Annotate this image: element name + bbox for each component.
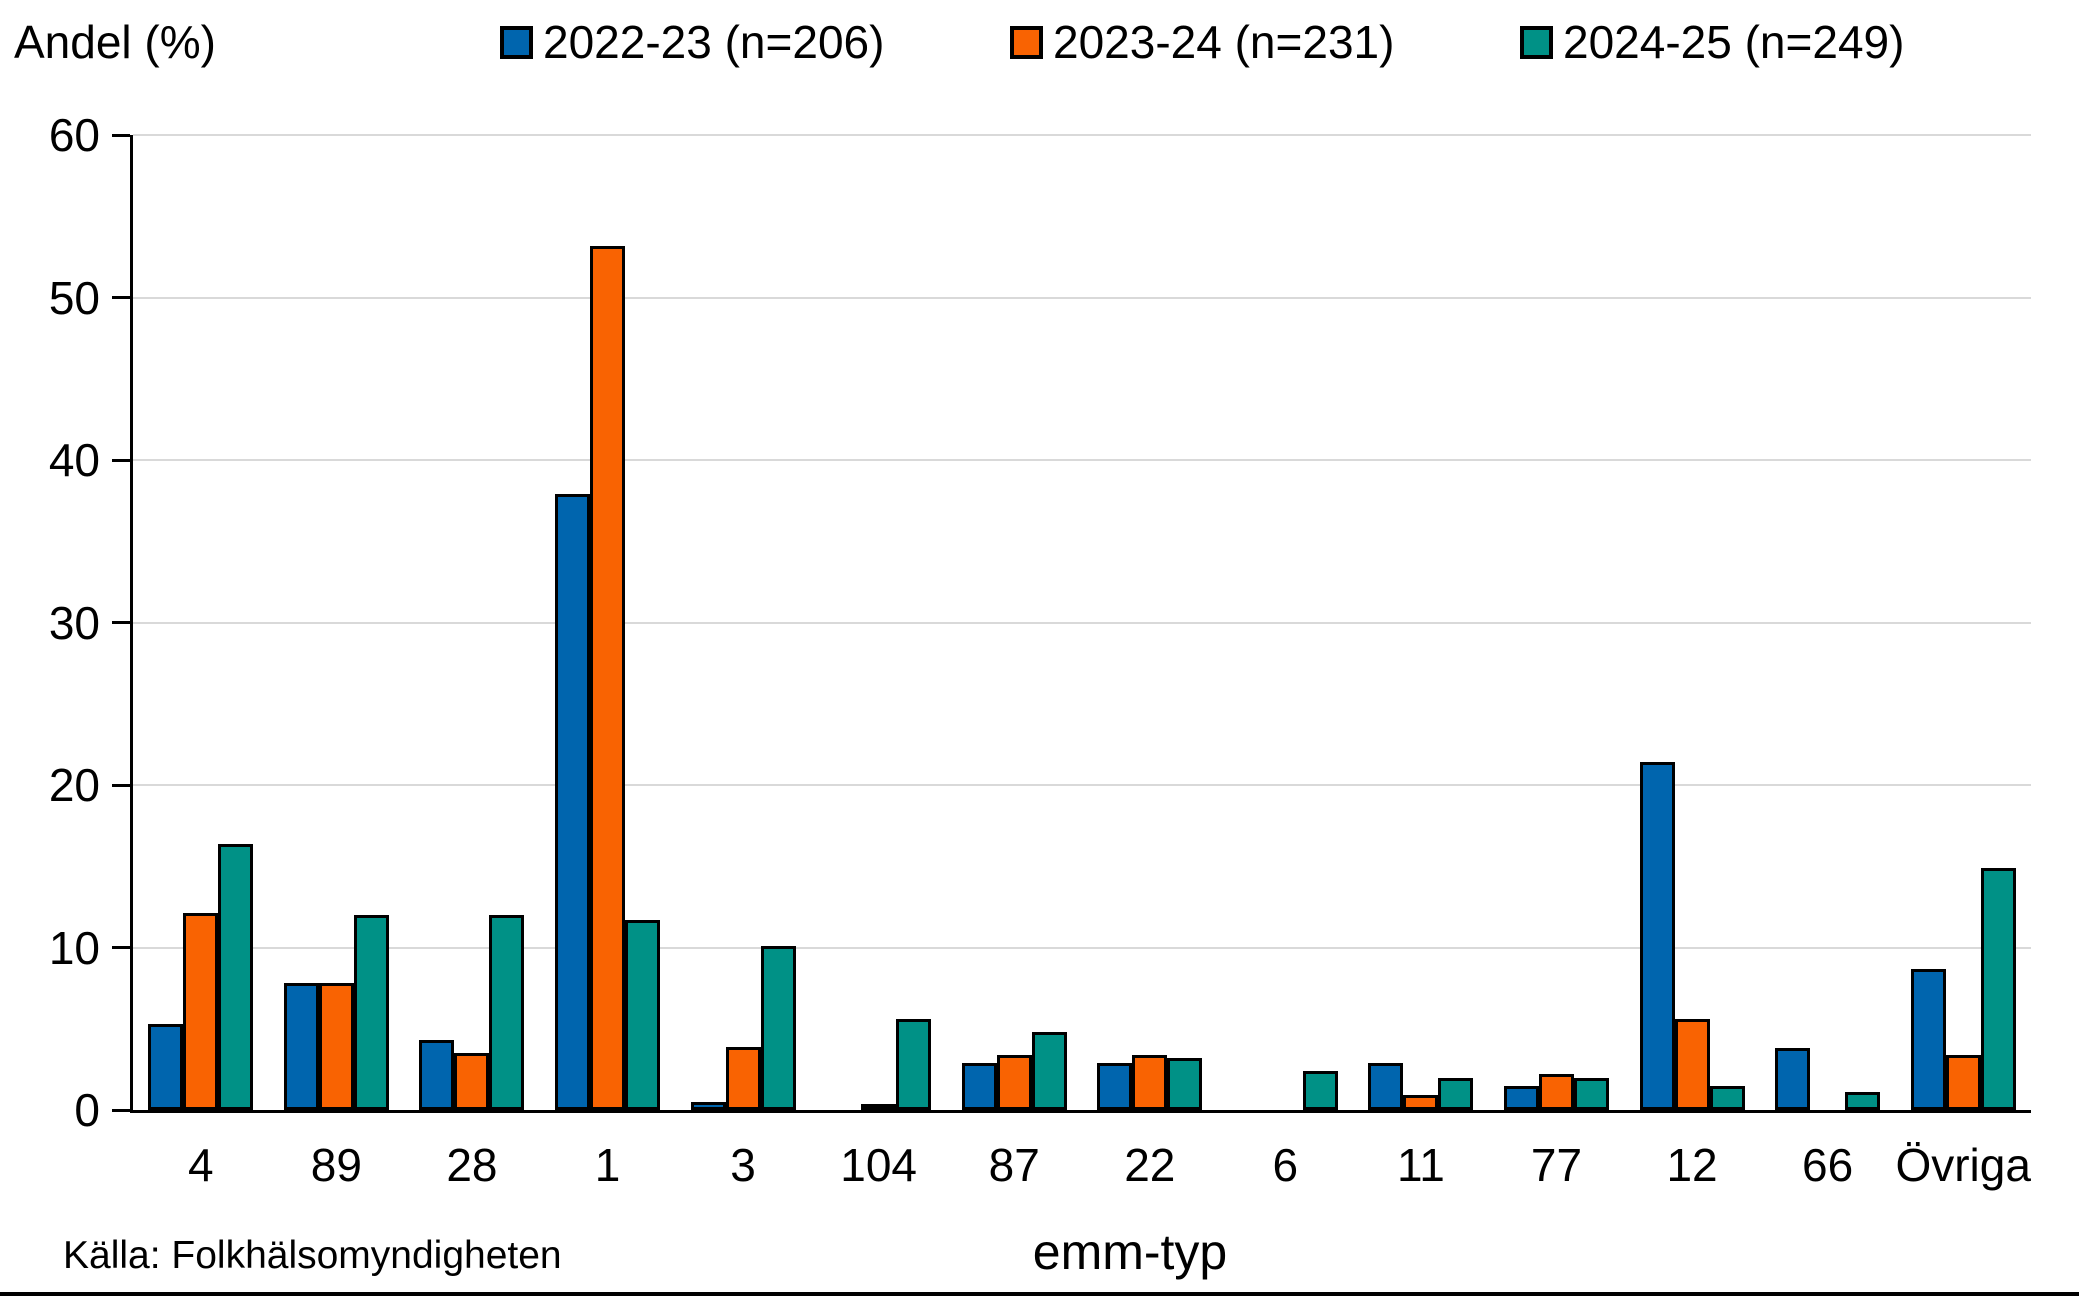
y-tick-10: [112, 946, 130, 949]
bar-2024-25-3: [760, 945, 796, 1110]
bar-2023-24-12: [1674, 1019, 1710, 1110]
bar-2023-24-22: [1132, 1054, 1168, 1110]
gridline-40: [133, 459, 2031, 461]
legend-label-2024-25: 2024-25 (n=249): [1563, 16, 1905, 68]
bar-2024-25-1: [625, 919, 660, 1110]
gridline-30: [133, 621, 2031, 624]
bar-2022-23-3: [690, 1101, 726, 1110]
y-tick-label-0: 0: [74, 1084, 100, 1136]
bar-2022-23-1: [555, 494, 590, 1110]
x-tick-label-104: 104: [840, 1139, 917, 1191]
y-tick-40: [112, 458, 130, 462]
bar-2022-23-11: [1368, 1062, 1404, 1110]
x-tick-label-4: 4: [187, 1139, 214, 1191]
bar-2022-23-22: [1097, 1062, 1133, 1110]
y-tick-label-30: 30: [48, 596, 100, 649]
legend-item-2024-25: 2024-25 (n=249): [1520, 16, 1904, 68]
bar-2022-23-87: [961, 1062, 997, 1110]
legend-swatch-2022-23: [500, 25, 533, 59]
bar-2024-25-89: [353, 915, 389, 1110]
bar-2022-23-28: [419, 1040, 455, 1110]
x-tick-label-Övriga: Övriga: [1895, 1139, 2031, 1191]
y-tick-label-20: 20: [48, 759, 100, 811]
bar-2023-24-89: [318, 983, 354, 1110]
bar-2024-25-104: [896, 1019, 932, 1110]
x-tick-label-89: 89: [310, 1139, 362, 1191]
bar-2024-25-Övriga: [1980, 867, 2016, 1110]
bar-2023-24-1: [590, 245, 625, 1110]
x-tick-label-11: 11: [1397, 1139, 1445, 1191]
bar-2024-25-28: [489, 915, 525, 1110]
legend-label-2022-23: 2022-23 (n=206): [543, 16, 885, 68]
y-tick-label-60: 60: [48, 109, 100, 161]
gridline-10: [133, 946, 2031, 949]
bar-2024-25-87: [1031, 1032, 1067, 1110]
bar-2024-25-11: [1438, 1077, 1474, 1110]
y-tick-label-40: 40: [48, 434, 100, 486]
y-tick-60: [112, 133, 130, 137]
x-tick-label-66: 66: [1802, 1139, 1854, 1191]
bar-2024-25-66: [1845, 1092, 1881, 1110]
y-tick-20: [112, 783, 130, 787]
x-tick-label-12: 12: [1666, 1139, 1718, 1191]
plot-area: 0 10 20 30 40 50 60 4 89 28 1 3 104 87 22 6 11 77 12 66 Övri…: [49, 109, 2031, 1190]
gridline-50: [133, 296, 2031, 299]
bar-2024-25-77: [1574, 1077, 1609, 1110]
bar-2024-25-22: [1167, 1058, 1203, 1110]
bar-2023-24-Övriga: [1945, 1054, 1981, 1110]
x-tick-label-1: 1: [594, 1139, 621, 1191]
source-note: Källa: Folkhälsomyndigheten: [63, 1234, 562, 1277]
gridline-60: [133, 134, 2031, 136]
bar-2023-24-77: [1539, 1074, 1574, 1110]
x-tick-label-6: 6: [1272, 1139, 1299, 1191]
y-tick-30: [112, 621, 130, 624]
bar-2022-23-4: [148, 1023, 184, 1110]
bar-2022-23-89: [283, 983, 319, 1110]
bar-2023-24-11: [1403, 1095, 1439, 1110]
bar-2024-25-12: [1709, 1085, 1745, 1110]
y-axis-title: Andel (%): [14, 16, 216, 68]
x-tick-label-87: 87: [988, 1139, 1040, 1191]
bar-2024-25-4: [218, 843, 254, 1110]
x-tick-label-22: 22: [1124, 1139, 1176, 1191]
bar-2023-24-87: [996, 1054, 1032, 1110]
y-tick-label-50: 50: [48, 271, 100, 324]
y-tick-0: [112, 1108, 130, 1112]
bar-2023-24-4: [183, 913, 219, 1110]
bar-2024-25-6: [1302, 1071, 1338, 1110]
bar-2022-23-66: [1775, 1048, 1811, 1110]
bottom-border-rule: [0, 1292, 2079, 1296]
bar-2022-23-Övriga: [1910, 968, 1946, 1110]
legend-item-2023-24: 2023-24 (n=231): [1010, 16, 1394, 68]
y-tick-50: [112, 296, 130, 299]
x-tick-label-3: 3: [730, 1139, 756, 1191]
x-tick-label-28: 28: [446, 1139, 498, 1191]
legend-label-2023-24: 2023-24 (n=231): [1053, 16, 1395, 68]
legend-swatch-2024-25: [1520, 25, 1553, 59]
bar-2022-23-77: [1504, 1085, 1539, 1110]
x-tick-label-77: 77: [1530, 1139, 1583, 1191]
bar-2023-24-3: [725, 1046, 761, 1110]
legend-item-2022-23: 2022-23 (n=206): [500, 16, 884, 68]
bar-2022-23-12: [1639, 762, 1675, 1110]
gridline-20: [133, 784, 2031, 786]
x-axis-title: emm-typ: [1032, 1224, 1228, 1280]
y-tick-label-10: 10: [48, 921, 100, 974]
legend-swatch-2023-24: [1010, 25, 1043, 59]
bar-2023-24-104: [861, 1103, 897, 1110]
bar-2023-24-28: [454, 1053, 490, 1110]
